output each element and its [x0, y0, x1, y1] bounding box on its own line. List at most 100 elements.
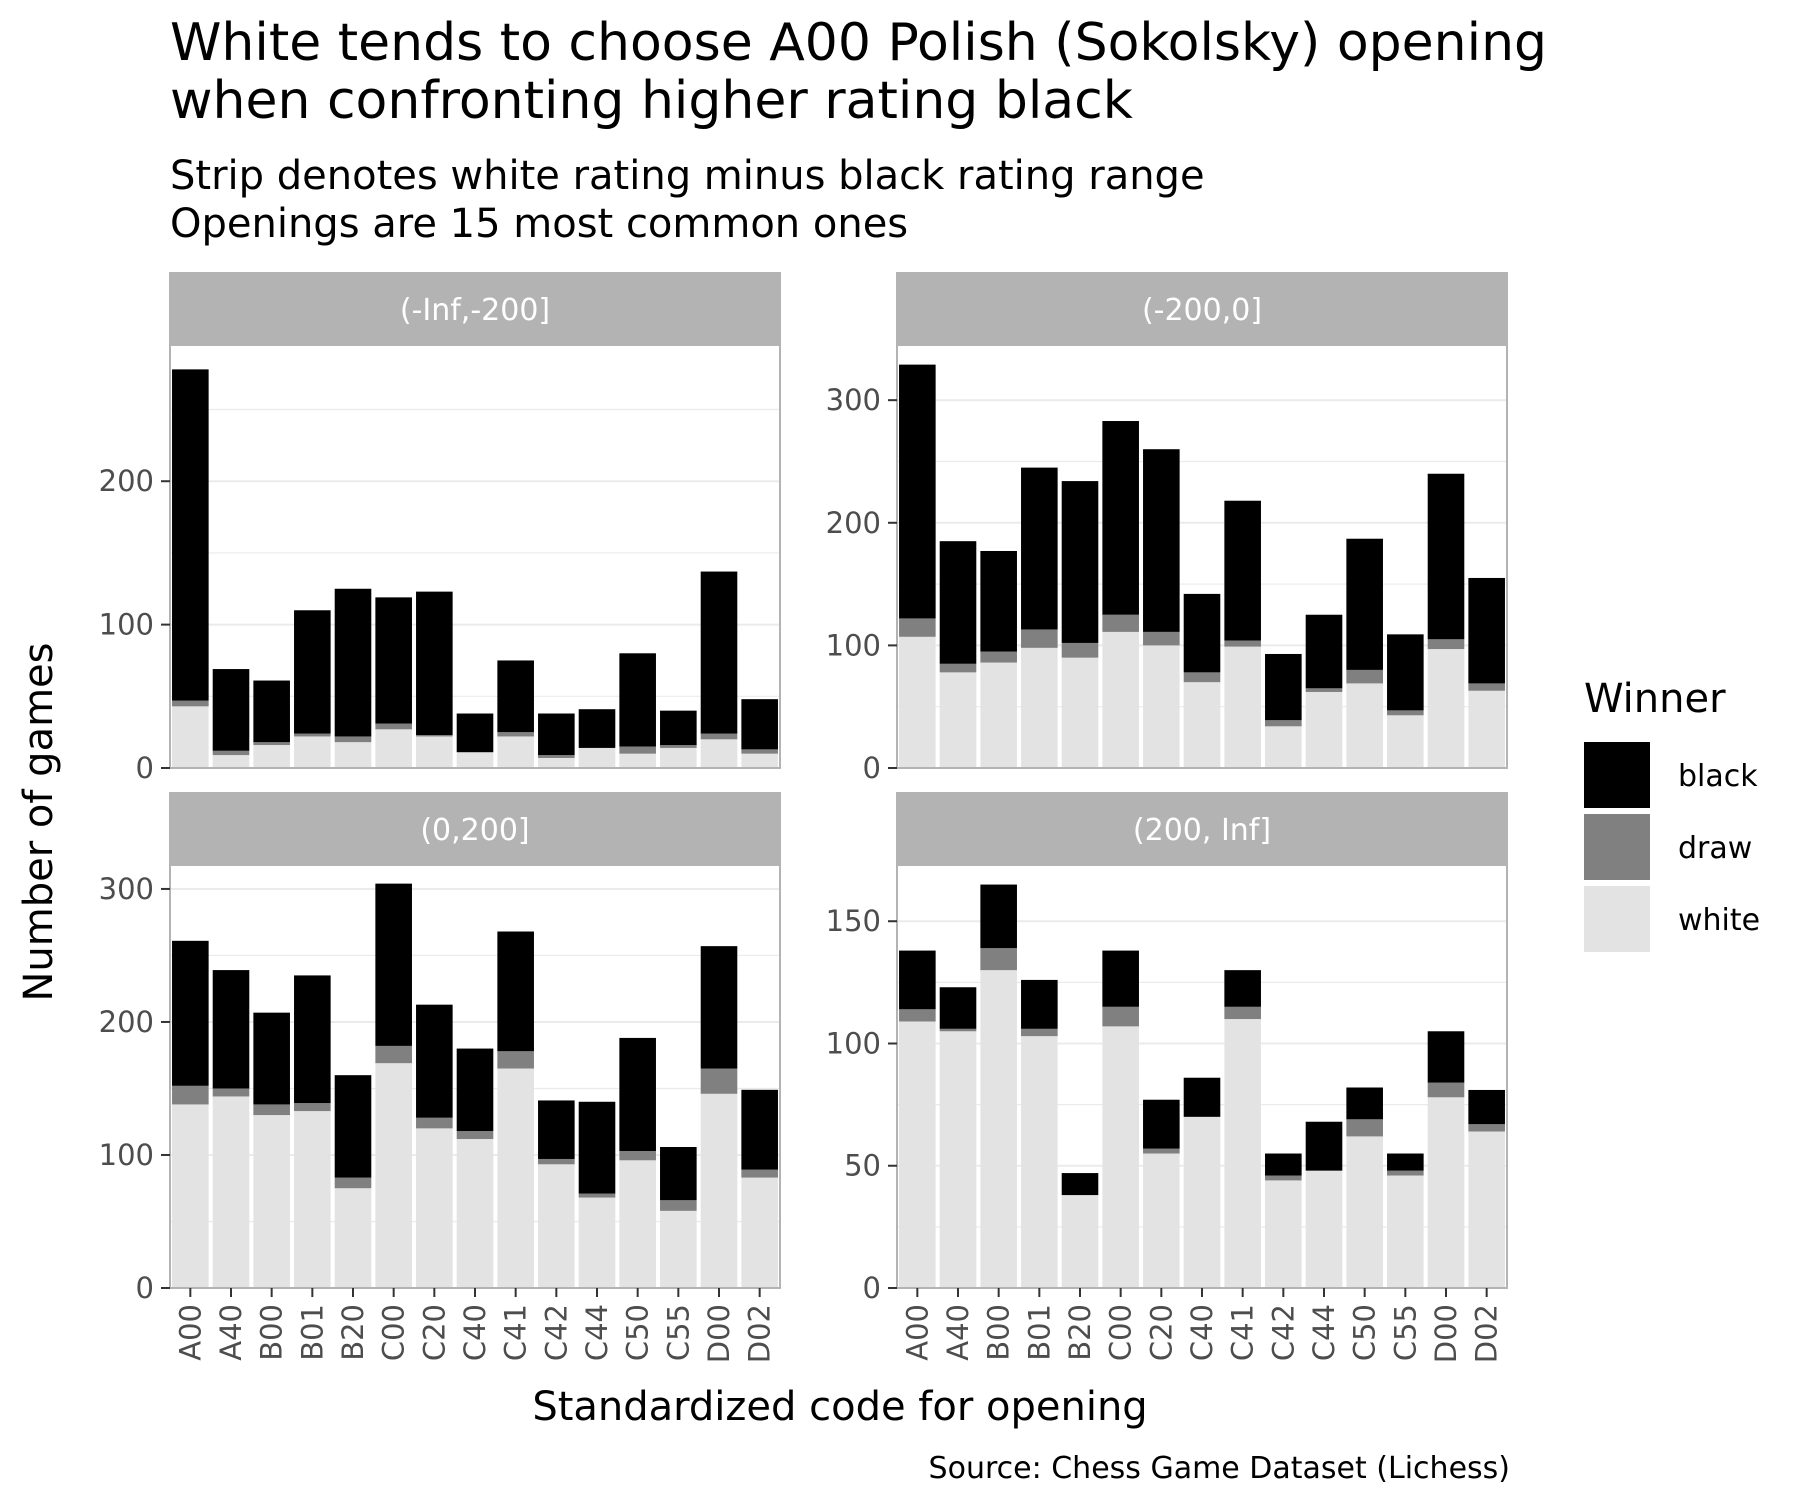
bar-segment-draw [172, 700, 209, 707]
x-tick-label: A00 [173, 1304, 207, 1361]
bar-segment-black [1387, 1153, 1424, 1171]
chart-subtitle-line: Strip denotes white rating minus black r… [170, 153, 1205, 199]
x-tick-label: C55 [661, 1304, 695, 1361]
bar-segment-white [980, 662, 1017, 768]
y-tick-label: 300 [826, 383, 881, 417]
bar-segment-white [660, 1210, 697, 1288]
bar-segment-white [1102, 631, 1139, 768]
y-tick-label: 200 [99, 464, 154, 498]
bar-segment-draw [172, 1085, 209, 1105]
legend-key-black [1584, 742, 1650, 808]
bar-segment-draw [700, 1068, 738, 1094]
bar-segment-black [1427, 473, 1465, 640]
bar-segment-black [980, 884, 1017, 949]
bar-segment-white [700, 1093, 738, 1288]
bar-segment-draw [212, 1088, 250, 1097]
bar-segment-draw [375, 723, 412, 730]
x-tick-label: B20 [1063, 1304, 1097, 1361]
bar-segment-black [1183, 1077, 1221, 1117]
bar-segment-draw [1021, 1028, 1058, 1037]
bar-segment-black [416, 1004, 453, 1118]
y-tick-label: 0 [136, 1271, 154, 1305]
chart-subtitle-line: Openings are 15 most common ones [170, 201, 909, 247]
facet-panel: (-200,0] 0 100 200 300 [826, 272, 1508, 785]
legend-key-white [1584, 886, 1650, 952]
bar-segment-black [1305, 614, 1343, 689]
bar-segment-black [741, 1089, 778, 1170]
bar-segment-white [294, 1111, 331, 1288]
bar-segment-black [1346, 1087, 1383, 1120]
bar-segment-white [294, 736, 331, 768]
bar-segment-black [939, 541, 977, 664]
bar-segment-white [619, 1160, 656, 1288]
x-tick-label: B00 [982, 1304, 1016, 1361]
bar-segment-black [1305, 1121, 1343, 1171]
x-tick-label: C44 [1307, 1304, 1341, 1361]
y-tick-label: 100 [99, 1138, 154, 1172]
facet-strip [169, 792, 781, 866]
bar-segment-draw [1224, 1006, 1261, 1020]
y-tick-label: 0 [136, 751, 154, 785]
chart-title: White tends to choose A00 Polish (Sokols… [170, 14, 1547, 130]
bar-segment-draw [741, 749, 778, 754]
bar-segment-white [334, 742, 372, 768]
bar-segment-white [497, 1068, 534, 1288]
x-tick-label: C40 [458, 1304, 492, 1361]
bar-segment-black [619, 653, 656, 747]
bar-segment-white [1265, 726, 1302, 768]
bar-segment-draw [212, 750, 250, 756]
bar-segment-draw [497, 1051, 534, 1069]
bar-segment-black [538, 1100, 575, 1159]
x-tick-label: C00 [1104, 1304, 1138, 1361]
bar-segment-white [538, 757, 575, 768]
bar-segment-black [660, 1147, 697, 1201]
x-tick-label: C41 [1226, 1304, 1260, 1361]
bar-segment-draw [1183, 672, 1221, 683]
x-tick-label: B01 [1022, 1304, 1056, 1361]
bar-segment-white [1305, 691, 1343, 768]
bar-segment-black [939, 987, 977, 1029]
bar-segment-draw [1224, 640, 1261, 647]
x-tick-label: C55 [1388, 1304, 1422, 1361]
bar-segment-black [1102, 421, 1139, 615]
bar-segment-white [980, 970, 1017, 1288]
bar-segment-black [172, 940, 209, 1086]
bar-segment-draw [899, 618, 936, 637]
bar-segment-draw [619, 746, 656, 754]
chart-title-line: when confronting higher rating black [170, 71, 1133, 131]
bar-segment-white [212, 755, 250, 768]
bar-segment-black [1265, 653, 1302, 721]
bar-segment-draw [1102, 1006, 1139, 1027]
y-axis-title: Number of games [16, 643, 62, 1002]
bar-segment-white [700, 739, 738, 768]
bar-segment-draw [1061, 642, 1099, 658]
bar-segment-black [1183, 593, 1221, 673]
legend-label: white [1678, 903, 1760, 938]
bar-segment-draw [1265, 1175, 1302, 1181]
bar-segment-draw [294, 1103, 331, 1112]
bar-segment-black [1427, 1031, 1465, 1083]
bar-segment-draw [899, 1009, 936, 1022]
bar-segment-white [1387, 715, 1424, 768]
bar-segment-draw [700, 733, 738, 740]
bar-segment-white [1143, 1153, 1180, 1288]
x-tick-label: A40 [941, 1304, 975, 1361]
bar-segment-white [1183, 1116, 1221, 1288]
bar-segment-draw [334, 736, 372, 743]
bar-segment-black [212, 669, 250, 751]
legend-label: black [1678, 759, 1758, 794]
bar-segment-white [1224, 646, 1261, 768]
x-tick-label: D02 [1470, 1304, 1504, 1363]
bar-segment-draw [1102, 614, 1139, 632]
bar-segment-white [1183, 682, 1221, 768]
bar-segment-black [375, 883, 412, 1046]
bar-segment-black [1143, 449, 1180, 632]
facet-strip-label: (200, Inf] [1133, 813, 1271, 848]
bar-segment-white [899, 1021, 936, 1288]
bar-segment-draw [1427, 1082, 1465, 1098]
bar-segment-draw [1305, 688, 1343, 692]
x-tick-label: C00 [377, 1304, 411, 1361]
bar-segment-black [294, 975, 331, 1104]
bar-segment-black [334, 1075, 372, 1178]
